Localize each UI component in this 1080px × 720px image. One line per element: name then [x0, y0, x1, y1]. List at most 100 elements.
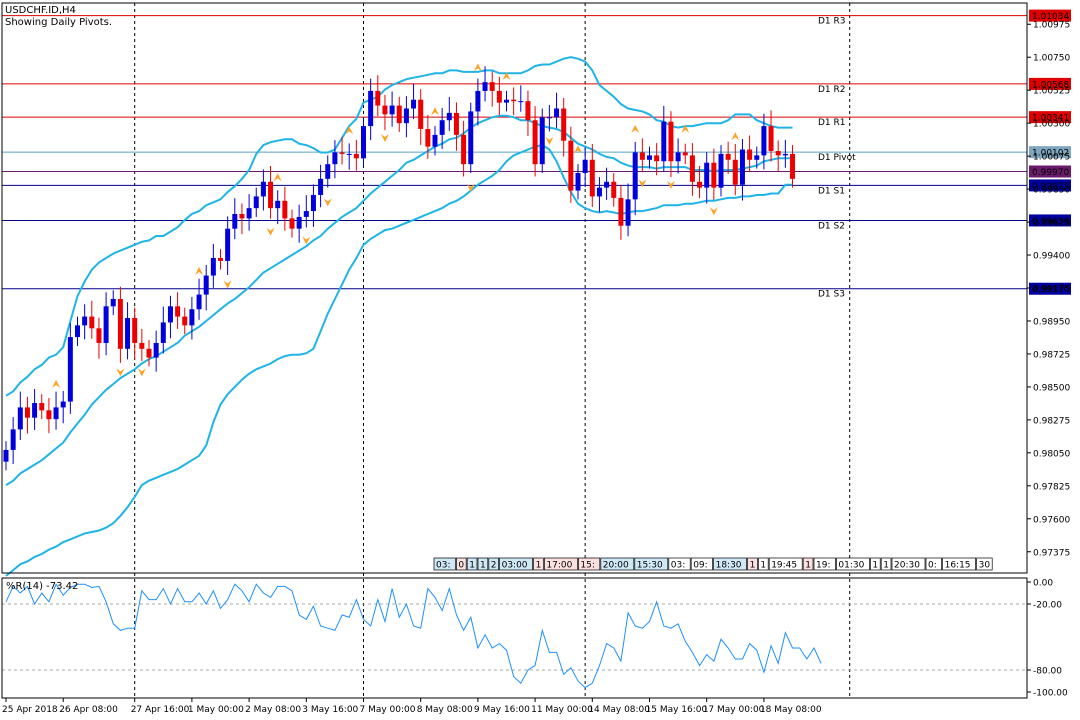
- candle-body: [668, 121, 674, 162]
- candle-body: [167, 306, 173, 323]
- candle-body: [775, 150, 781, 156]
- price-tag: [1029, 9, 1071, 22]
- candle-body: [75, 325, 80, 338]
- y-tick-label: 0.99400: [1033, 252, 1070, 262]
- candle-body: [689, 155, 695, 182]
- time-tag: [578, 557, 601, 571]
- time-tag: [466, 557, 478, 571]
- x-tick-label: 27 Apr 16:00: [131, 705, 190, 715]
- price-tag-label: 0.99875: [1032, 182, 1069, 192]
- price-tag-label: 1.00568: [1032, 80, 1069, 90]
- candle-body: [525, 101, 531, 121]
- candle-body: [89, 316, 95, 329]
- candle-body: [711, 162, 717, 188]
- time-tag-label: 1: [883, 561, 889, 571]
- candle-body: [3, 449, 9, 462]
- candle-body: [268, 181, 274, 209]
- time-tag-label: 03:: [671, 561, 685, 571]
- fractal-up-icon: [195, 267, 204, 276]
- candle-body: [39, 403, 45, 411]
- fractal-up-icon: [731, 132, 740, 141]
- candle-body: [203, 275, 209, 295]
- time-tag: [942, 557, 976, 571]
- x-tick-label: 15 May 16:00: [646, 705, 708, 715]
- candle-body: [768, 126, 774, 151]
- candle-body: [160, 322, 166, 343]
- candle-body: [82, 316, 88, 326]
- candle-body: [96, 328, 102, 343]
- x-tick-label: 1 May 00:00: [188, 705, 244, 715]
- candle-body: [289, 218, 295, 229]
- candle-body: [17, 407, 23, 430]
- candle-body: [575, 172, 581, 191]
- candle-body: [339, 152, 345, 154]
- candle-body: [253, 196, 259, 209]
- x-tick-label: 3 May 16:00: [302, 705, 358, 715]
- candle-body: [654, 155, 660, 162]
- wpr-tick-label: -100.00: [1033, 689, 1068, 699]
- time-tag: [690, 557, 713, 571]
- band-middle: [5, 114, 793, 486]
- fractal-down-icon: [223, 280, 232, 289]
- candle-body: [396, 105, 402, 124]
- y-tick-label: 1.00525: [1033, 87, 1070, 97]
- time-tag: [713, 557, 747, 571]
- candle-body: [604, 181, 610, 188]
- candle-body: [318, 178, 324, 195]
- candle-body: [46, 410, 52, 420]
- fractal-down-icon: [545, 136, 554, 145]
- time-tag-label: 17:00: [546, 561, 572, 571]
- candle-body: [24, 407, 30, 418]
- candle-body: [468, 111, 474, 165]
- time-tag: [456, 557, 467, 571]
- candle-body: [189, 309, 195, 326]
- time-tag: [802, 557, 814, 571]
- candle-body: [489, 82, 495, 91]
- time-tag-label: 19:: [816, 561, 830, 571]
- x-tick-label: 2 May 08:00: [245, 705, 301, 715]
- time-tag: [880, 557, 892, 571]
- candle-body: [260, 181, 266, 197]
- time-tag-label: 15:30: [637, 561, 663, 571]
- time-tag-label: 03:00: [502, 561, 528, 571]
- time-tag: [433, 557, 456, 571]
- time-tag-label: 0:: [928, 561, 937, 571]
- time-tag-label: 1: [805, 561, 811, 571]
- candle-body: [582, 159, 588, 173]
- candle-body: [532, 120, 538, 165]
- candle-body: [782, 153, 788, 156]
- time-tag-label: 1: [760, 561, 766, 571]
- candle-body: [725, 153, 731, 160]
- candle-body: [103, 306, 109, 343]
- candle-body: [446, 112, 452, 121]
- y-tick-label: 0.98725: [1033, 350, 1070, 360]
- time-tag-label: 09:: [693, 561, 707, 571]
- time-tag-label: 1: [480, 561, 486, 571]
- fractal-down-icon: [380, 133, 389, 142]
- fractal-up-icon: [431, 107, 439, 116]
- y-tick-label: 0.99850: [1033, 186, 1070, 196]
- candle-body: [618, 197, 624, 226]
- time-tag: [836, 557, 870, 571]
- time-tag: [544, 557, 578, 571]
- candle-body: [368, 90, 374, 127]
- candle-body: [611, 181, 617, 198]
- price-tag: [1029, 179, 1071, 192]
- fractal-down-icon: [709, 207, 718, 216]
- candle-body: [218, 257, 223, 261]
- candle-body: [125, 318, 131, 349]
- time-tag-label: 19:45: [771, 561, 797, 571]
- candle-body: [53, 407, 59, 420]
- candle-body: [589, 159, 595, 197]
- time-tag-label: 1: [469, 561, 475, 571]
- time-tag-label: 2: [491, 561, 497, 571]
- pivot-name: D1 R3: [818, 17, 846, 27]
- candle-body: [718, 153, 724, 188]
- wpr-title: %R(14) -73.42: [6, 581, 78, 592]
- time-tag: [634, 557, 669, 571]
- candle-body: [496, 90, 502, 103]
- candle-body: [210, 257, 216, 276]
- price-tag: [1029, 77, 1071, 90]
